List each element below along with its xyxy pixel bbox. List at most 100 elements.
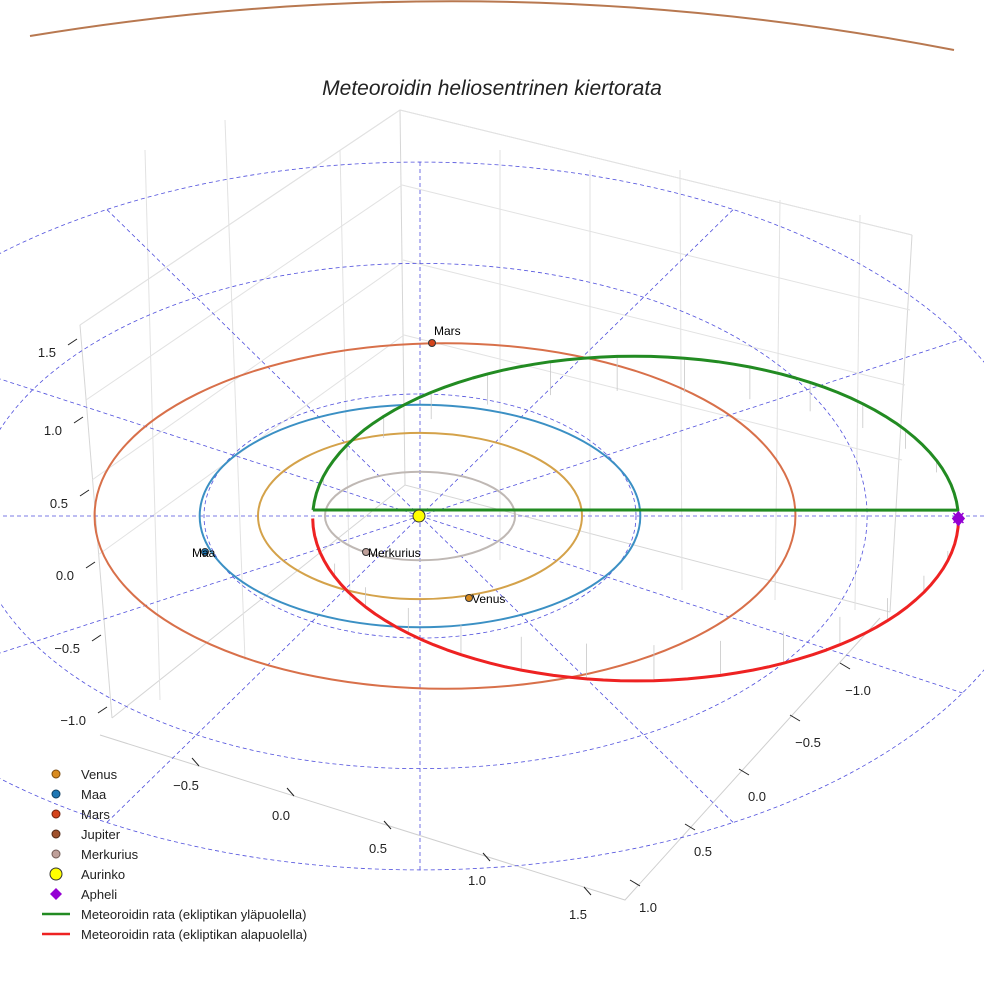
reference-spoke (419, 515, 734, 823)
axis-ticks: −1.0 −0.5 0.0 0.5 1.0 1.5 −0.5 0.0 0.5 1.0 1.5 −1.0… (38, 338, 871, 922)
x-tick-mark (583, 886, 592, 896)
z-tick-label: −1.0 (60, 713, 86, 728)
body-maa (201, 548, 209, 556)
ecliptic-reference-spokes (0, 162, 984, 870)
x-tick-mark (383, 820, 392, 830)
y-tick-label: −0.5 (795, 735, 821, 750)
legend-item: Aurinko (49, 867, 125, 882)
legend-label: Venus (81, 767, 118, 782)
grid-line (854, 214, 861, 611)
grid-line (402, 259, 906, 386)
grid-line (79, 109, 401, 326)
label-mars: Mars (434, 324, 461, 338)
z-tick-mark (97, 706, 108, 714)
legend-item: Meteoroidin rata (ekliptikan yläpuolella… (42, 907, 306, 922)
orbit-jupiter (29, 0, 955, 51)
z-tick-mark (67, 338, 78, 346)
legend-item: Apheli (50, 887, 117, 902)
y-tick-mark (738, 768, 750, 776)
back-vertical-edge (399, 109, 406, 486)
legend-label: Jupiter (81, 827, 121, 842)
left-pane-edge (79, 324, 113, 719)
legend-circle-swatch (49, 867, 63, 881)
floor-back-edges (111, 484, 891, 719)
z-tick-label: 0.5 (50, 496, 68, 511)
label-merkurius: Merkurius (368, 546, 421, 560)
x-tick-mark (286, 787, 295, 797)
meteoroid-orbit-above (311, 354, 960, 512)
x-tick-label: 1.0 (468, 873, 486, 888)
x-tick-label: 1.5 (569, 907, 587, 922)
meteoroid-orbit-below (311, 518, 960, 683)
y-tick-mark (789, 714, 801, 722)
legend-item: Merkurius (51, 847, 139, 862)
x-tick-label: −0.5 (173, 778, 199, 793)
legend-label: Apheli (81, 887, 117, 902)
grid-line (85, 184, 403, 401)
body-merkurius (362, 548, 370, 556)
orbit-mars (93, 342, 797, 690)
z-tick-mark (79, 489, 90, 497)
body-venus (465, 594, 473, 602)
legend-circle-swatch (51, 789, 61, 799)
grid-line (401, 184, 911, 311)
planet-orbits (29, 0, 955, 690)
grid-line (144, 149, 161, 701)
x-tick-label: 0.0 (272, 808, 290, 823)
z-tick-label: 1.0 (44, 423, 62, 438)
body-mars (428, 339, 436, 347)
body-aurinko (412, 509, 426, 523)
legend-circle-swatch (51, 849, 61, 859)
z-tick-label: 0.0 (56, 568, 74, 583)
y-tick-mark (839, 662, 851, 670)
orbit-maa (198, 403, 642, 629)
grid-line (224, 119, 246, 661)
legend-circle-swatch (51, 829, 61, 839)
aphelion-marker (951, 510, 966, 527)
label-venus: Venus (472, 592, 505, 606)
legend-label: Meteoroidin rata (ekliptikan alapuolella… (81, 927, 307, 942)
meteoroid-orbit (311, 354, 960, 683)
legend-item: Meteoroidin rata (ekliptikan alapuolella… (42, 927, 307, 942)
label-maa: Maa (192, 546, 216, 560)
legend-item: Venus (51, 767, 118, 782)
floor-front-edges (99, 617, 881, 901)
legend-item: Jupiter (51, 827, 121, 842)
grid-line (403, 334, 903, 461)
z-tick-mark (85, 561, 96, 569)
legend-label: Aurinko (81, 867, 125, 882)
grid-line (679, 169, 683, 591)
y-tick-label: −1.0 (845, 683, 871, 698)
legend-diamond-swatch (50, 888, 62, 900)
legend-circle-swatch (51, 809, 61, 819)
x-tick-label: 0.5 (369, 841, 387, 856)
legend-item: Maa (51, 787, 107, 802)
aphelion-marker-group (951, 510, 966, 527)
grid-line (774, 199, 781, 601)
y-tick-label: 0.0 (748, 789, 766, 804)
orbit-merkurius (323, 470, 517, 562)
x-tick-mark (482, 852, 491, 862)
legend-label: Mars (81, 807, 110, 822)
legend-label: Meteoroidin rata (ekliptikan yläpuolella… (81, 907, 306, 922)
z-tick-label: 1.5 (38, 345, 56, 360)
reference-circle (203, 393, 637, 639)
legend-label: Maa (81, 787, 107, 802)
right-pane-edge (889, 234, 913, 613)
legend-circle-swatch (51, 769, 61, 779)
z-tick-label: −0.5 (54, 641, 80, 656)
y-tick-label: 1.0 (639, 900, 657, 915)
planet-markers: Venus Maa Mars Merkurius (192, 324, 505, 606)
grid-line (399, 109, 913, 236)
reference-spoke (419, 209, 734, 517)
legend-label: Merkurius (81, 847, 139, 862)
reference-spoke (106, 515, 421, 823)
y-tick-label: 0.5 (694, 844, 712, 859)
z-tick-mark (91, 634, 102, 642)
reference-spoke (106, 209, 421, 517)
chart-title: Meteoroidin heliosentrinen kiertorata (322, 77, 662, 100)
z-tick-mark (73, 416, 84, 424)
grid-line (91, 261, 404, 481)
